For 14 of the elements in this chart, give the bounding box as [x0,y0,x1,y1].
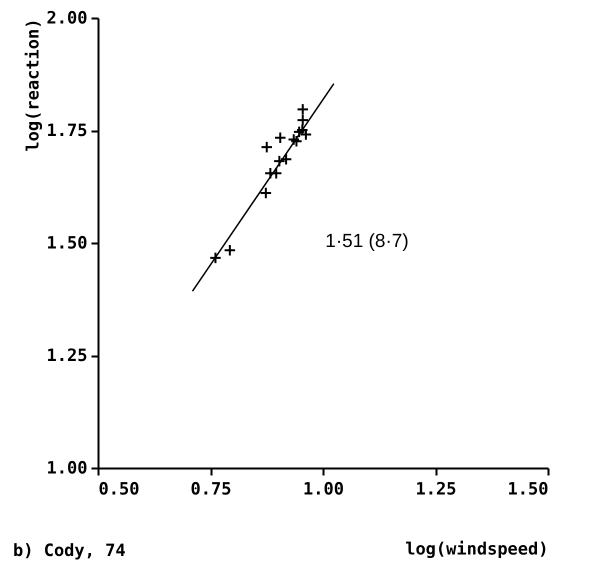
y-tick-label: 1.00 [46,458,88,478]
annotation: 1·51 (8·7) [325,230,409,252]
x-tick-label: 0.75 [190,480,232,500]
x-tick-label: 1.50 [508,480,548,500]
x-tick-label: 0.50 [98,480,140,500]
y-tick-label: 1.25 [46,346,88,366]
x-tick-label: 1.00 [303,480,344,500]
y-tick-label: 1.75 [46,121,88,141]
x-axis-title: log(windspeed) [405,540,548,560]
y-axis-title: log(reaction) [24,18,44,152]
y-tick-label: 2.00 [46,8,88,28]
y-tick-label: 1.50 [46,234,88,254]
x-tick-label: 1.25 [416,480,456,500]
text: b) Cody, 74 [13,541,126,561]
